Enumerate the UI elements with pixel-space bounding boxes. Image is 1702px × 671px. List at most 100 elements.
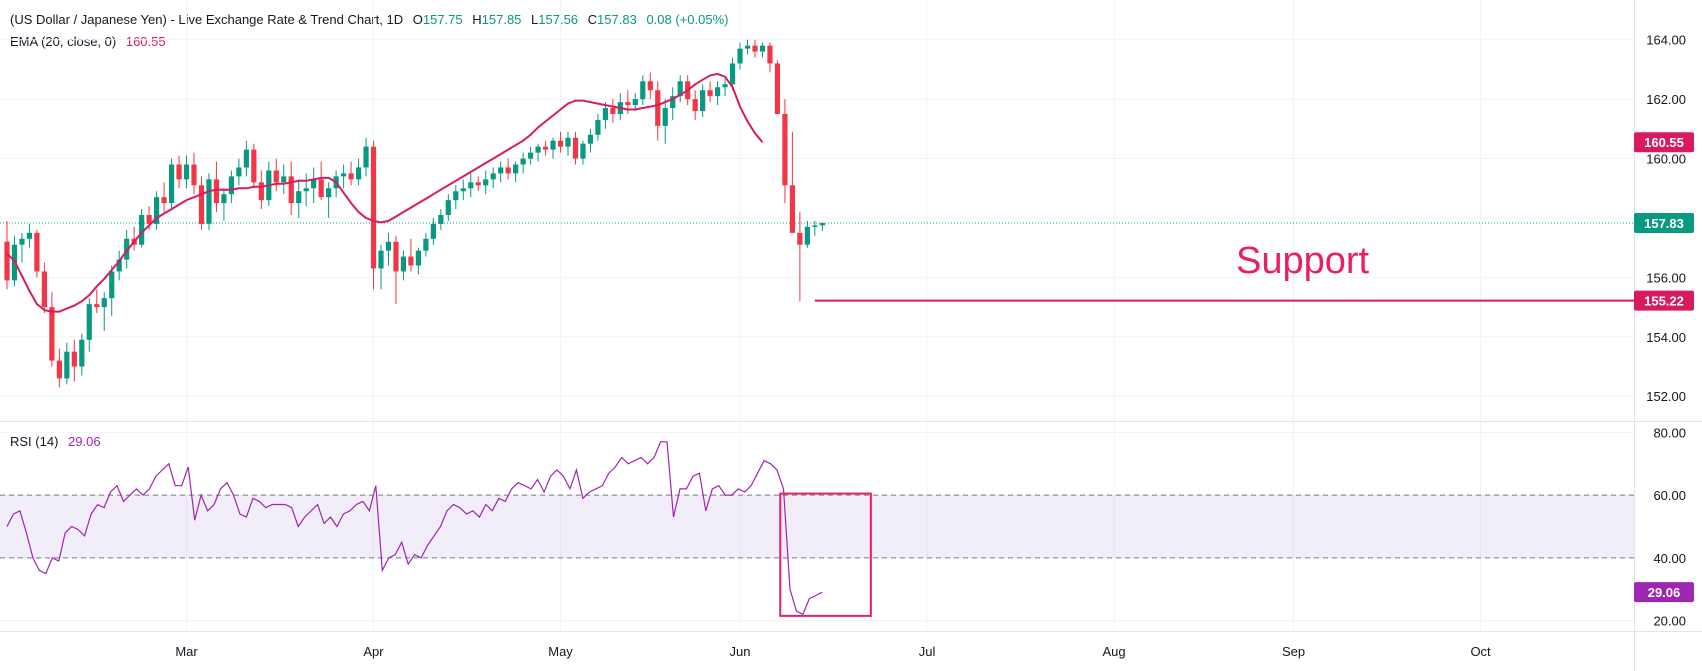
- candle-body: [176, 164, 182, 180]
- change-value: 0.08 (+0.05%): [646, 12, 729, 27]
- ema-line: [6, 72, 764, 313]
- rsi-line: [6, 441, 823, 616]
- candle: [453, 185, 459, 210]
- candle: [206, 173, 212, 230]
- candle: [378, 244, 384, 290]
- candle: [647, 72, 653, 100]
- rsi-value-badge: 29.06: [1634, 582, 1694, 603]
- candle: [19, 232, 25, 263]
- candle: [415, 247, 421, 275]
- candle: [572, 131, 579, 165]
- candle: [468, 173, 474, 198]
- candle-body: [251, 149, 257, 183]
- candle-body: [198, 185, 205, 224]
- candle-body: [311, 179, 317, 189]
- candle-body: [26, 232, 33, 239]
- candle: [64, 342, 70, 385]
- support-price-badge-bg: [1634, 290, 1694, 311]
- candle-body: [453, 191, 459, 201]
- candle-body: [41, 271, 47, 308]
- candle-body: [243, 149, 249, 168]
- candle-body: [677, 81, 683, 97]
- candle: [236, 158, 242, 186]
- candle-body: [56, 360, 62, 379]
- candle-body: [625, 102, 631, 106]
- candle: [513, 161, 519, 183]
- candle-body: [737, 48, 743, 64]
- candle: [101, 292, 107, 331]
- candle-body: [505, 167, 511, 174]
- time-tick-label: Mar: [175, 644, 198, 659]
- time-tick-label: Oct: [1470, 644, 1491, 659]
- candle: [154, 191, 160, 230]
- candle-body: [71, 351, 77, 367]
- ema-price-badge: 160.55: [1634, 132, 1694, 153]
- candle: [370, 140, 377, 290]
- candle-body: [542, 146, 549, 150]
- candle-body: [572, 137, 579, 159]
- last-price-badge-bg: [1634, 213, 1694, 234]
- candle: [355, 158, 362, 186]
- candle-body: [722, 84, 728, 88]
- close-label: C: [587, 12, 598, 27]
- candle: [483, 170, 489, 195]
- candle: [759, 42, 766, 58]
- candle-body: [236, 167, 242, 177]
- candle: [251, 143, 257, 189]
- candle: [400, 250, 407, 281]
- candle-body: [557, 140, 564, 147]
- candle-body: [296, 191, 302, 204]
- candle-body: [715, 87, 721, 97]
- candle-body: [483, 179, 489, 186]
- candle: [243, 140, 249, 177]
- candle: [812, 220, 818, 236]
- high-value: 157.85: [481, 12, 522, 27]
- candle: [677, 75, 683, 103]
- last-price-badge-text: 157.83: [1644, 216, 1684, 231]
- rsi-value-badge-text: 29.06: [1648, 585, 1681, 600]
- candle: [408, 238, 414, 272]
- candle-body: [183, 164, 190, 180]
- candle: [198, 176, 205, 230]
- candle: [116, 250, 122, 281]
- candle: [475, 176, 481, 192]
- candle-body: [378, 250, 384, 269]
- candle-body: [101, 298, 107, 308]
- candle: [273, 158, 279, 192]
- candle-body: [385, 241, 392, 251]
- candle-body: [752, 45, 758, 52]
- price-tick-label: 162.00: [1646, 92, 1686, 107]
- candle-body: [288, 176, 294, 204]
- candle-body: [744, 45, 751, 49]
- candle-body: [662, 108, 668, 126]
- support-label: Support: [1236, 240, 1370, 282]
- candle: [819, 222, 825, 232]
- rsi-tick-label: 20.00: [1653, 614, 1686, 629]
- candle: [445, 194, 451, 221]
- candle: [109, 265, 115, 317]
- candle-body: [146, 215, 152, 224]
- candle: [34, 229, 40, 278]
- candle-body: [430, 223, 436, 239]
- candle-body: [550, 140, 556, 150]
- candle: [804, 220, 810, 248]
- candle-body: [580, 143, 586, 159]
- candle: [266, 161, 272, 207]
- low-value: 157.56: [538, 12, 579, 27]
- candle-body: [438, 215, 444, 224]
- candle: [326, 182, 332, 218]
- candle-body: [228, 176, 234, 195]
- candle-body: [797, 232, 803, 245]
- candle: [565, 131, 571, 156]
- rsi-tick-label: 60.00: [1653, 488, 1686, 503]
- candle-body: [528, 152, 534, 159]
- candle-body: [498, 167, 504, 174]
- candle-body: [692, 99, 698, 112]
- candle: [258, 170, 264, 210]
- candle: [86, 298, 92, 352]
- candle: [707, 81, 713, 103]
- candle-body: [460, 188, 466, 192]
- candle-body: [34, 232, 40, 272]
- ema-legend: EMA (20, close, 0) 160.55: [10, 34, 166, 49]
